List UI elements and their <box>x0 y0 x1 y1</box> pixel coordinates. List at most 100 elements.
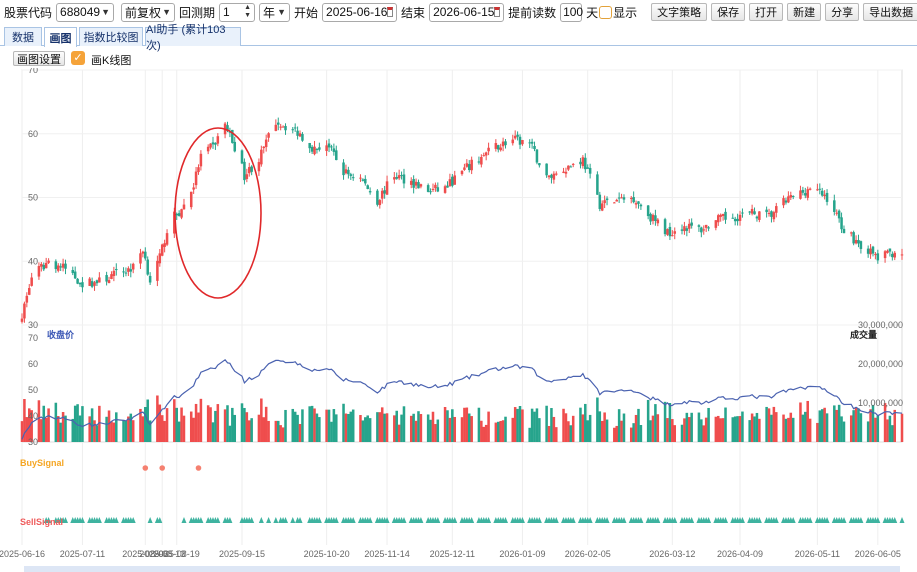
candle-body <box>211 142 215 145</box>
x-tick-label: 2026-03-12 <box>649 549 695 559</box>
volume-bar <box>245 412 249 442</box>
volume-bar <box>900 413 904 442</box>
x-tick-label: 2026-02-05 <box>565 549 611 559</box>
candle-body <box>603 200 606 204</box>
sell-signal-marker <box>858 517 864 523</box>
candle-body <box>487 147 490 152</box>
volume-bar <box>736 416 739 442</box>
volume-bar <box>160 415 164 442</box>
stepper-arrows-icon[interactable]: ▲ ▼ <box>244 4 252 19</box>
close-series-label: 收盘价 <box>47 329 75 340</box>
volume-bar <box>494 422 498 442</box>
tab-draw[interactable]: 画图 <box>44 27 77 47</box>
sell-signal-marker <box>297 517 303 523</box>
sell-signal-marker <box>892 517 898 523</box>
candle-body <box>47 260 50 263</box>
sell-signal-marker <box>198 517 204 523</box>
sell-signal-marker <box>486 517 492 523</box>
candle-body <box>276 122 280 125</box>
sell-signal-marker <box>435 517 441 523</box>
volume-bar <box>550 408 553 442</box>
candle-body <box>90 281 94 287</box>
sell-signal-marker <box>756 517 762 523</box>
close-line <box>21 358 903 440</box>
stock-code-select[interactable]: 688049 ▼ <box>56 2 115 22</box>
candle-body <box>789 195 793 198</box>
adjust-select[interactable]: 前复权 ▼ <box>121 2 176 22</box>
volume-bar <box>789 412 793 442</box>
export-data-button[interactable]: 导出数据 <box>863 3 917 21</box>
candle-body <box>40 263 43 267</box>
volume-bar <box>110 421 113 442</box>
candle-body <box>480 157 483 165</box>
x-tick-label: 2025-06-16 <box>0 549 45 559</box>
volume-bar <box>767 408 771 442</box>
candle-body <box>209 143 212 148</box>
candle-body <box>707 227 710 229</box>
calendar-icon[interactable] <box>387 7 394 17</box>
volume-bar <box>141 416 145 442</box>
sell-signal-marker <box>273 517 279 523</box>
candle-body <box>364 178 367 184</box>
price-y-tick: 60 <box>28 129 38 139</box>
end-date-field[interactable]: 2026-06-15 <box>429 2 505 22</box>
volume-bar <box>784 418 788 442</box>
volume-bar <box>158 404 162 442</box>
volume-bar <box>707 407 710 442</box>
volume-bar <box>704 417 708 442</box>
candle-body <box>533 145 536 150</box>
tab-index-compare[interactable]: 指数比较图 <box>79 27 143 46</box>
sell-signal-marker <box>503 517 509 523</box>
volume-bar <box>71 418 75 442</box>
period-stepper[interactable]: 1 ▲ ▼ <box>219 2 256 22</box>
candle-body <box>298 133 302 137</box>
calendar-icon[interactable] <box>494 7 501 17</box>
open-button[interactable]: 打开 <box>749 3 784 21</box>
volume-bar <box>564 413 568 442</box>
volume-panel-left-tick: 50 <box>28 385 38 395</box>
candle-body <box>240 150 244 164</box>
candle-body <box>741 212 744 214</box>
candle-body <box>429 191 432 193</box>
volume-bar <box>73 405 77 442</box>
sell-signal-marker <box>452 517 458 523</box>
volume-bar <box>364 417 367 442</box>
tab-ai-assistant[interactable]: AI助手 (累计103次) <box>145 24 241 52</box>
volume-bar <box>64 415 67 442</box>
candle-body <box>634 203 638 205</box>
candle-body <box>504 141 507 146</box>
candle-body <box>124 272 128 274</box>
chart-settings-button[interactable]: 画图设置 <box>13 51 65 66</box>
start-date-field[interactable]: 2025-06-16 <box>322 2 398 22</box>
candle-body <box>586 167 589 169</box>
candle-body <box>257 162 261 172</box>
candle-body <box>313 146 316 155</box>
tab-data[interactable]: 数据 <box>4 27 42 46</box>
candle-body <box>854 239 858 244</box>
candle-body <box>417 182 420 189</box>
volume-bar <box>680 424 684 442</box>
candle-body <box>402 174 406 184</box>
kline-checkbox[interactable]: ✓ <box>71 51 85 65</box>
candle-body <box>30 277 33 286</box>
candle-body <box>93 282 96 286</box>
tab-label: AI助手 (累计103次) <box>146 24 226 52</box>
volume-y-tick: 30,000,000 <box>858 320 903 330</box>
text-strategy-button[interactable]: 文字策略 <box>651 3 708 21</box>
show-checkbox[interactable] <box>599 5 613 19</box>
period-unit-select[interactable]: 年 ▼ <box>259 2 291 22</box>
volume-bar <box>240 403 244 442</box>
volume-bar <box>177 421 181 442</box>
sell-signal-marker <box>536 517 542 523</box>
candle-body <box>98 277 101 283</box>
volume-bar <box>504 416 507 442</box>
volume-bar <box>78 415 82 442</box>
lookahead-input[interactable]: 100 <box>560 2 583 22</box>
candle-body <box>146 259 149 275</box>
save-button[interactable]: 保存 <box>711 3 746 21</box>
candle-body <box>105 275 108 282</box>
volume-bar <box>260 398 263 442</box>
volume-bar <box>335 414 338 442</box>
new-button[interactable]: 新建 <box>787 3 822 21</box>
share-button[interactable]: 分享 <box>825 3 860 21</box>
